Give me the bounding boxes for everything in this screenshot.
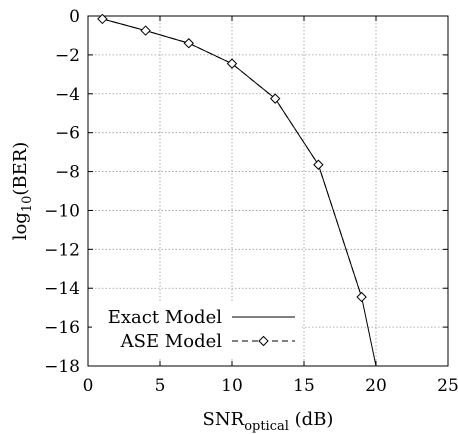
axis-ticks: 0 5 10 15 20 25 0 −2 −4 −6 −8 −10 −12 −14 −16 −18 bbox=[44, 7, 458, 396]
legend-label-ase-model: ASE Model bbox=[120, 331, 223, 352]
y-tick-label: −8 bbox=[55, 163, 80, 183]
data-point bbox=[269, 93, 281, 104]
y-tick-label: −16 bbox=[44, 318, 80, 338]
data-point bbox=[226, 58, 238, 69]
legend-label-exact-model: Exact Model bbox=[108, 307, 223, 328]
data-point bbox=[97, 13, 108, 25]
data-series bbox=[97, 13, 377, 367]
data-point bbox=[356, 291, 367, 303]
y-tick-label: −2 bbox=[55, 46, 80, 66]
y-tick-label: −6 bbox=[55, 124, 80, 144]
data-point bbox=[183, 38, 195, 49]
x-tick-label: 25 bbox=[437, 376, 458, 396]
x-tick-label: 10 bbox=[221, 376, 243, 396]
legend-background bbox=[92, 302, 302, 358]
y-axis-label: log10(BER) bbox=[10, 142, 35, 241]
x-axis-label: SNRoptical (dB) bbox=[203, 409, 334, 434]
y-tick-label: −10 bbox=[44, 201, 80, 221]
plot-frame bbox=[87, 15, 449, 367]
y-tick-label: −12 bbox=[44, 240, 80, 260]
y-tick-label: −4 bbox=[55, 85, 80, 105]
y-tick-label: 0 bbox=[69, 7, 80, 27]
data-point bbox=[313, 159, 324, 170]
x-tick-label: 5 bbox=[155, 376, 166, 396]
x-tick-label: 15 bbox=[293, 376, 315, 396]
legend: Exact Model ASE Model bbox=[92, 302, 302, 358]
x-tick-label: 0 bbox=[83, 376, 94, 396]
y-tick-label: −18 bbox=[44, 357, 80, 377]
y-tick-label: −14 bbox=[44, 279, 80, 299]
data-point bbox=[140, 25, 151, 36]
legend-marker-ase-model bbox=[258, 335, 269, 347]
x-tick-label: 20 bbox=[365, 376, 387, 396]
